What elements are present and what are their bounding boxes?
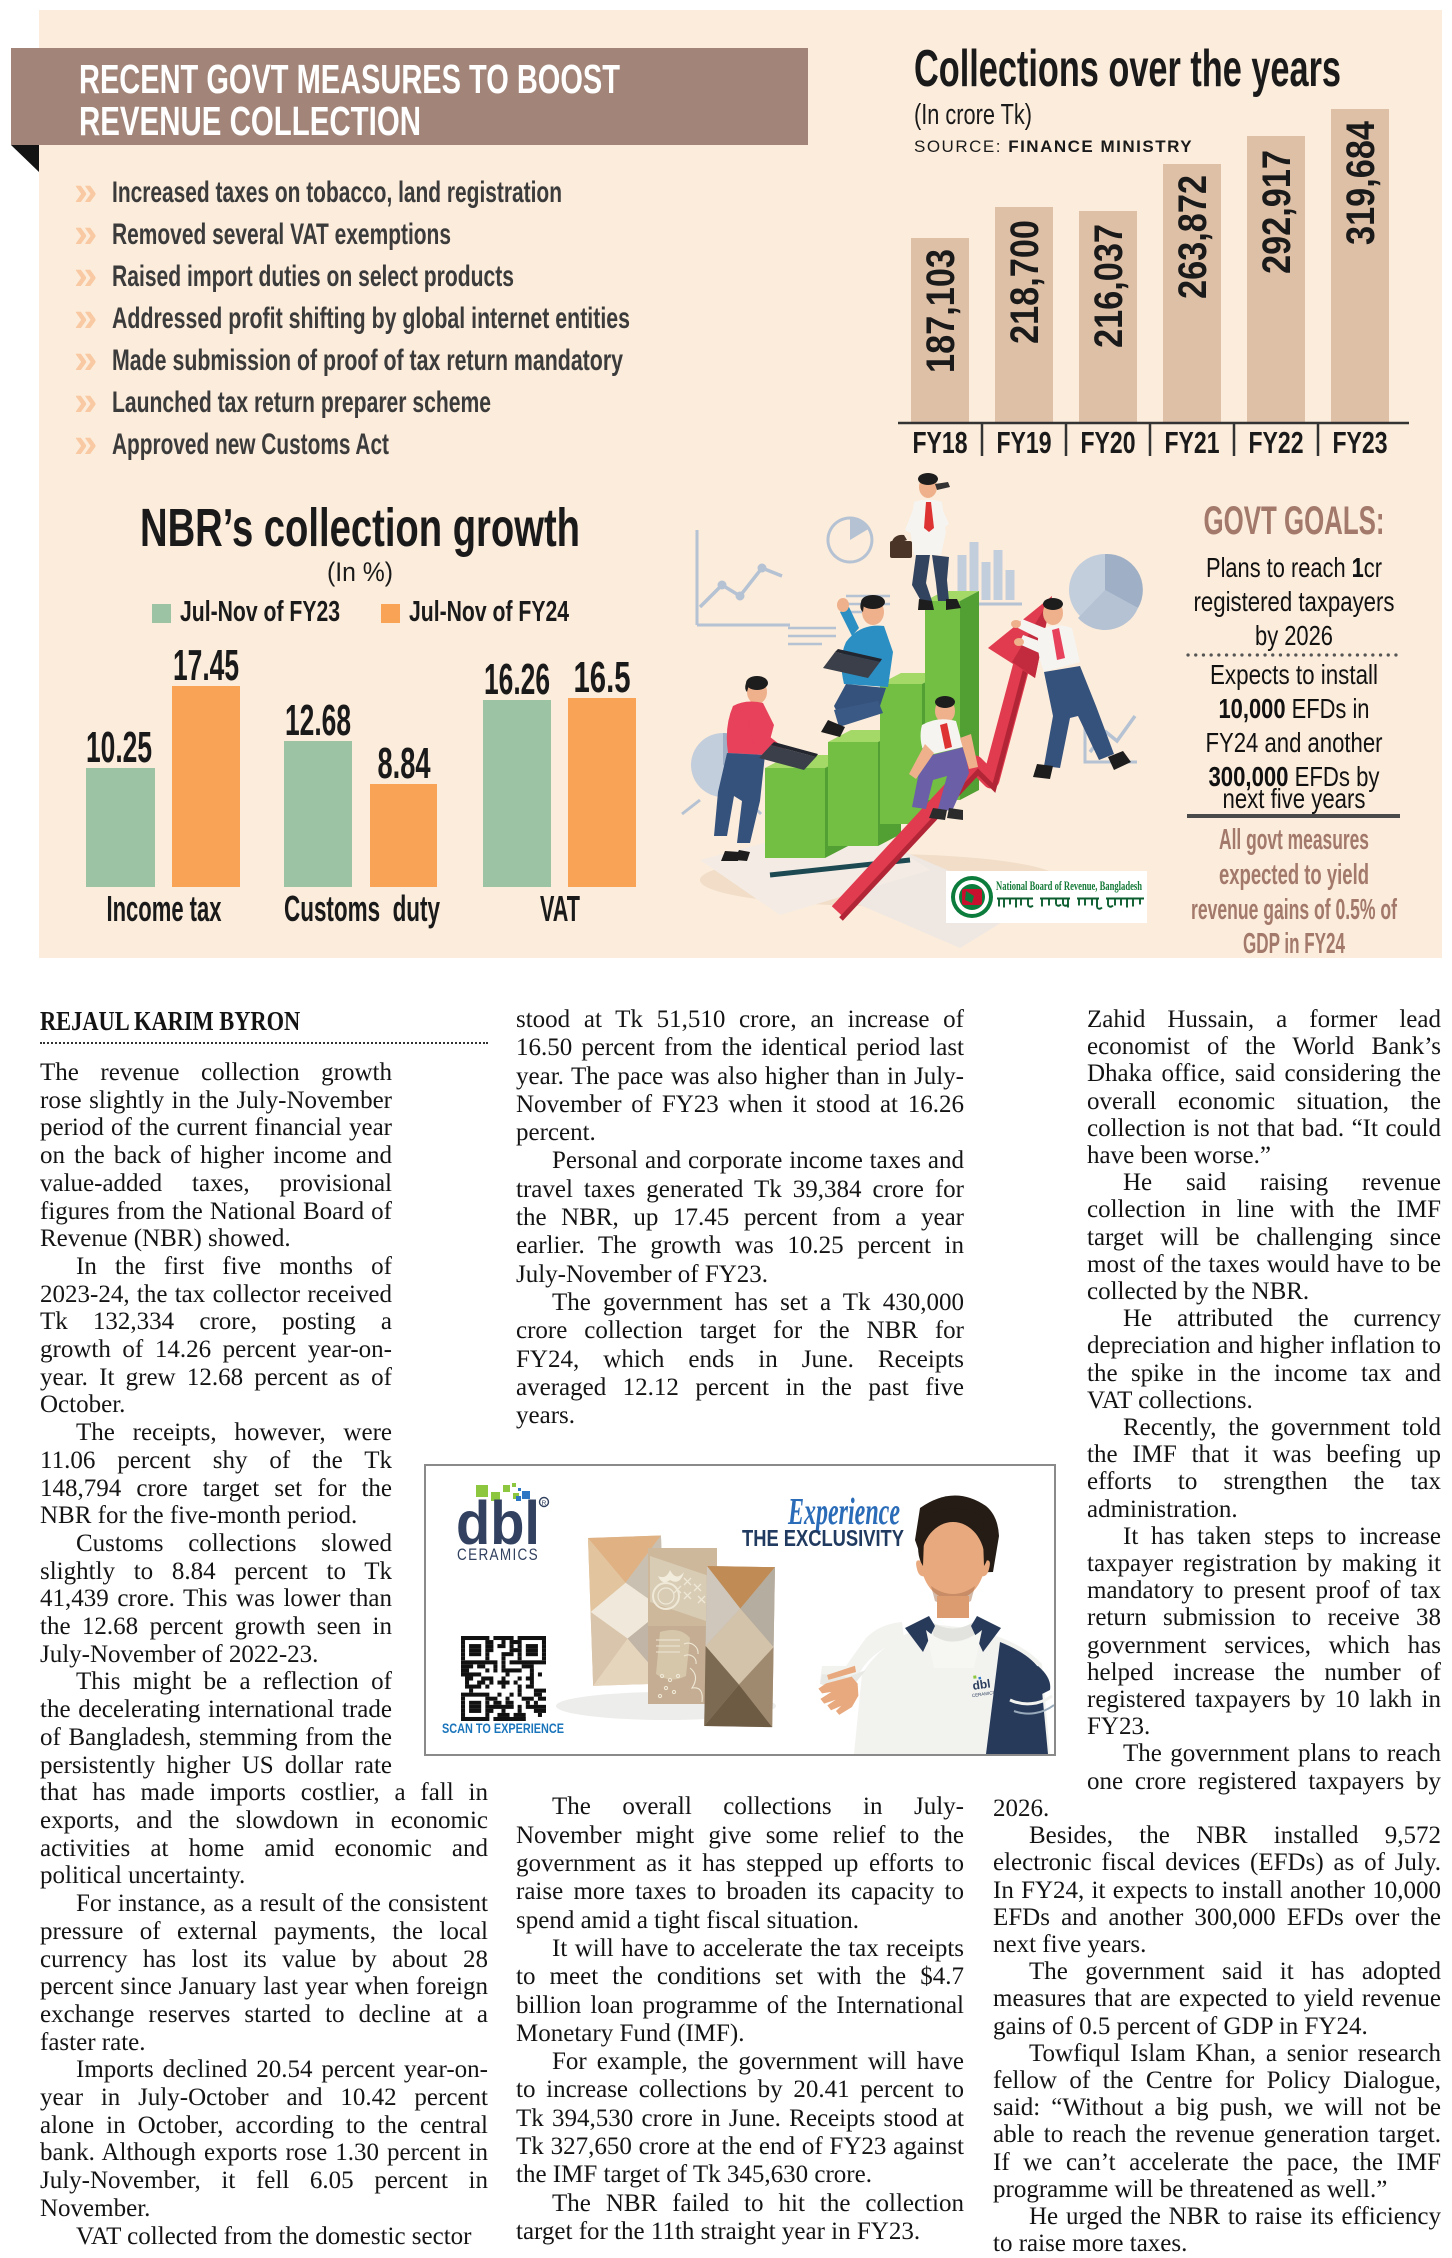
svg-text:»: » — [74, 335, 97, 382]
svg-text:Removed several VAT exemptions: Removed several VAT exemptions — [112, 218, 451, 251]
svg-text:NBR’s collection growth: NBR’s collection growth — [140, 498, 580, 558]
svg-text:FY23: FY23 — [1333, 425, 1388, 460]
svg-text:Plans to reach 1cr: Plans to reach 1cr — [1206, 552, 1382, 583]
svg-text:»: » — [74, 209, 97, 256]
svg-text:Jul-Nov of FY24: Jul-Nov of FY24 — [409, 596, 569, 628]
svg-text:REVENUE COLLECTION: REVENUE COLLECTION — [79, 98, 421, 144]
svg-text:187,103: 187,103 — [919, 249, 963, 373]
svg-text:Increased taxes on tobacco, la: Increased taxes on tobacco, land registr… — [112, 176, 562, 209]
svg-text:292,917: 292,917 — [1255, 150, 1299, 274]
svg-text:8.84: 8.84 — [378, 739, 431, 788]
svg-text:Addressed profit shifting by g: Addressed profit shifting by global inte… — [112, 302, 630, 335]
svg-text:»: » — [74, 419, 97, 466]
svg-text:VAT: VAT — [540, 888, 580, 929]
svg-text:16.5: 16.5 — [574, 653, 631, 702]
svg-text:»: » — [74, 251, 97, 298]
svg-text:»: » — [74, 167, 97, 214]
svg-text:»: » — [74, 377, 97, 424]
svg-text:FY21: FY21 — [1165, 425, 1220, 460]
svg-text:218,700: 218,700 — [1003, 220, 1047, 344]
svg-text:»: » — [74, 293, 97, 340]
svg-text:Experience: Experience — [787, 1491, 900, 1533]
svg-text:FY19: FY19 — [997, 425, 1052, 460]
svg-text:All govt measures: All govt measures — [1219, 824, 1369, 856]
svg-text:dbl: dbl — [972, 1677, 992, 1693]
svg-text:SCAN TO EXPERIENCE: SCAN TO EXPERIENCE — [442, 1720, 564, 1736]
svg-text:300,000 EFDs by: 300,000 EFDs by — [1209, 761, 1380, 792]
svg-text:R: R — [542, 1500, 547, 1507]
svg-text:GDP in FY24: GDP in FY24 — [1243, 928, 1345, 960]
svg-text:National Board of Revenue, Ban: National Board of Revenue, Bangladesh — [996, 879, 1142, 893]
svg-text:dbl: dbl — [456, 1489, 540, 1557]
svg-text:16.26: 16.26 — [484, 655, 550, 704]
svg-text:319,684: 319,684 — [1339, 120, 1383, 245]
svg-text:FY22: FY22 — [1249, 425, 1304, 460]
svg-text:Approved new Customs Act: Approved new Customs Act — [112, 428, 389, 461]
svg-text:Customs duty: Customs duty — [284, 888, 440, 929]
svg-text:CERAMICS: CERAMICS — [457, 1546, 539, 1564]
svg-text:THE EXCLUSIVITY: THE EXCLUSIVITY — [742, 1525, 904, 1551]
svg-text:Launched tax return preparer s: Launched tax return preparer scheme — [112, 386, 491, 419]
svg-text:17.45: 17.45 — [173, 641, 239, 690]
svg-text:Expects to install: Expects to install — [1210, 659, 1378, 690]
svg-text:by 2026: by 2026 — [1255, 620, 1333, 651]
svg-text:263,872: 263,872 — [1171, 175, 1215, 299]
svg-text:revenue gains of 0.5% of: revenue gains of 0.5% of — [1191, 894, 1397, 926]
svg-text:FY24 and another: FY24 and another — [1206, 727, 1383, 758]
svg-text:FY20: FY20 — [1081, 425, 1136, 460]
svg-text:expected to yield: expected to yield — [1219, 859, 1369, 891]
svg-text:10.25: 10.25 — [86, 723, 152, 772]
svg-text:next five years: next five years — [1223, 783, 1366, 814]
svg-text:RECENT GOVT MEASURES TO BOOST: RECENT GOVT MEASURES TO BOOST — [79, 56, 620, 102]
svg-text:216,037: 216,037 — [1087, 224, 1131, 348]
svg-text:FY18: FY18 — [913, 425, 968, 460]
svg-text:Made submission of proof of ta: Made submission of proof of tax return m… — [112, 344, 623, 377]
svg-text:10,000 EFDs in: 10,000 EFDs in — [1219, 693, 1370, 724]
svg-text:Jul-Nov of FY23: Jul-Nov of FY23 — [180, 596, 340, 628]
svg-text:registered taxpayers: registered taxpayers — [1194, 586, 1395, 617]
svg-text:(In crore Tk): (In crore Tk) — [914, 99, 1032, 131]
svg-text:(In %): (In %) — [327, 557, 393, 587]
svg-text:Income tax: Income tax — [107, 888, 222, 929]
svg-text:SOURCE: FINANCE MINISTRY: SOURCE: FINANCE MINISTRY — [914, 137, 1193, 156]
svg-text:GOVT GOALS:: GOVT GOALS: — [1204, 499, 1385, 543]
svg-text:12.68: 12.68 — [285, 696, 351, 745]
svg-text:Collections over the years: Collections over the years — [914, 40, 1341, 98]
svg-text:CERAMICS: CERAMICS — [972, 1690, 996, 1698]
svg-text:Raised import duties on select: Raised import duties on select products — [112, 260, 514, 293]
